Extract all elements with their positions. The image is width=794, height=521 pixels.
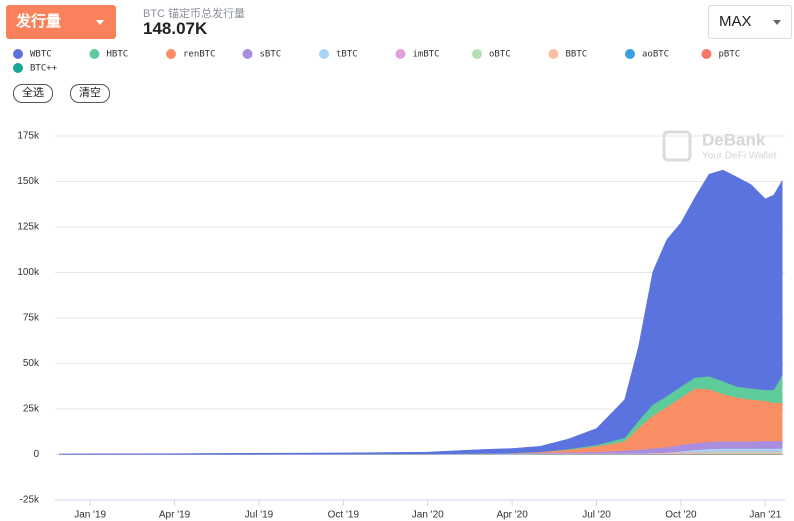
legend-label: WBTC — [30, 50, 52, 60]
range-dropdown[interactable]: MAX — [708, 5, 792, 39]
legend-swatch — [701, 49, 712, 59]
y-tick-label: 125k — [17, 222, 40, 233]
y-tick-label: -25k — [20, 495, 40, 506]
y-tick-label: 150k — [17, 176, 40, 187]
legend-swatch — [242, 49, 253, 59]
watermark: DeBank Your DeFi Wallet — [662, 130, 777, 162]
legend-swatch — [548, 49, 559, 59]
legend-label: sBTC — [260, 50, 282, 60]
watermark-slogan: Your DeFi Wallet — [702, 151, 777, 162]
x-tick-label: Oct '19 — [328, 510, 360, 521]
legend-label: BTC++ — [30, 64, 58, 74]
legend-label: renBTC — [183, 50, 216, 60]
watermark-brand: DeBank — [702, 130, 766, 149]
x-tick-label: Jan '19 — [74, 510, 106, 521]
subtitle: BTC 锚定币总发行量 — [143, 8, 246, 20]
x-tick-label: Oct '20 — [665, 510, 697, 521]
x-tick-label: Jul '19 — [245, 510, 274, 521]
watermark-logo — [662, 130, 692, 162]
legend-label: aoBTC — [642, 50, 669, 60]
legend-label: tBTC — [336, 50, 358, 60]
legend-label: oBTC — [489, 50, 511, 60]
x-tick-label: Apr '19 — [159, 510, 191, 521]
x-tick-label: Apr '20 — [496, 510, 528, 521]
legend-swatch — [13, 63, 23, 73]
legend-label: imBTC — [413, 50, 440, 60]
x-tick-label: Jan '20 — [412, 510, 444, 521]
legend: WBTC HBTC renBTC sBTC tBTC imBTC oBTC BBTC aoBTC… — [13, 49, 740, 74]
y-tick-label: 75k — [23, 313, 40, 324]
select-all-button[interactable]: 全选 — [13, 84, 53, 103]
clear-button[interactable]: 清空 — [70, 84, 110, 103]
legend-swatch — [625, 49, 635, 59]
legend-swatch — [13, 49, 23, 59]
legend-label: HBTC — [107, 50, 129, 60]
y-tick-label: 0 — [33, 449, 39, 460]
metric-dropdown[interactable]: 发行量 — [6, 5, 116, 39]
x-tick-label: Jan '21 — [749, 510, 781, 521]
area — [58, 169, 783, 455]
y-tick-label: 50k — [23, 358, 40, 369]
legend-swatch — [89, 49, 100, 59]
legend-label: pBTC — [719, 50, 741, 60]
legend-swatch — [166, 49, 176, 59]
y-tick-label: 100k — [17, 267, 40, 278]
y-tick-label: 25k — [23, 404, 40, 415]
legend-swatch — [472, 49, 482, 59]
legend-swatch — [395, 49, 406, 59]
total: 148.07K — [143, 19, 208, 38]
x-tick-label: Jul '20 — [582, 510, 611, 521]
legend-label: BBTC — [566, 50, 588, 60]
legend-swatch — [319, 49, 329, 59]
y-tick-label: 175k — [17, 131, 40, 142]
